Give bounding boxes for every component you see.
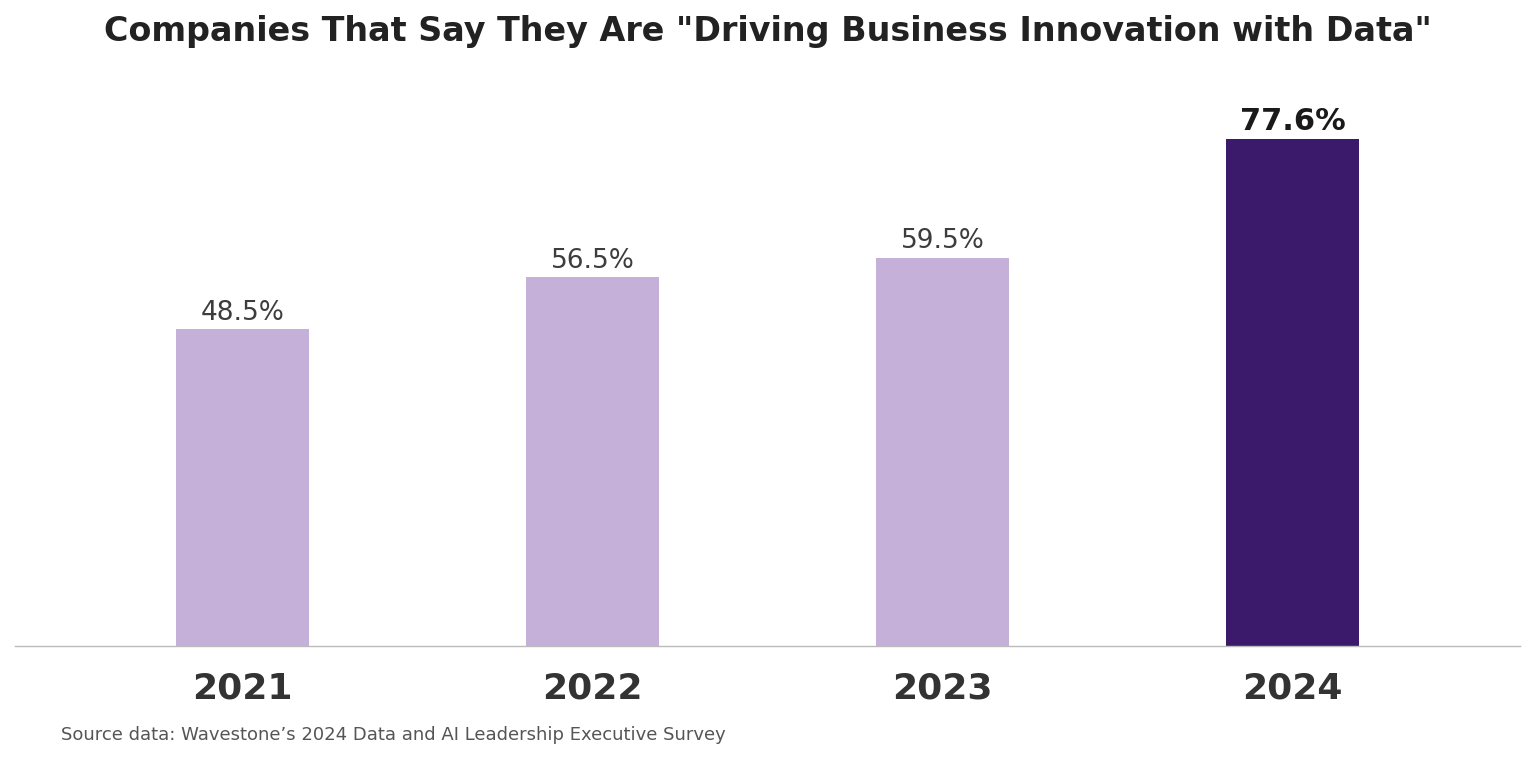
Text: 48.5%: 48.5%	[201, 300, 284, 326]
Text: Source data: Wavestone’s 2024 Data and AI Leadership Executive Survey: Source data: Wavestone’s 2024 Data and A…	[61, 726, 726, 744]
Bar	[876, 258, 1008, 646]
Bar	[1226, 139, 1358, 646]
Text: 59.5%: 59.5%	[901, 228, 984, 255]
Title: Companies That Say They Are "Driving Business Innovation with Data": Companies That Say They Are "Driving Bus…	[104, 15, 1431, 48]
Text: 56.5%: 56.5%	[551, 248, 634, 274]
Bar	[527, 277, 659, 646]
Bar	[177, 330, 309, 646]
Text: 77.6%: 77.6%	[1240, 107, 1345, 136]
